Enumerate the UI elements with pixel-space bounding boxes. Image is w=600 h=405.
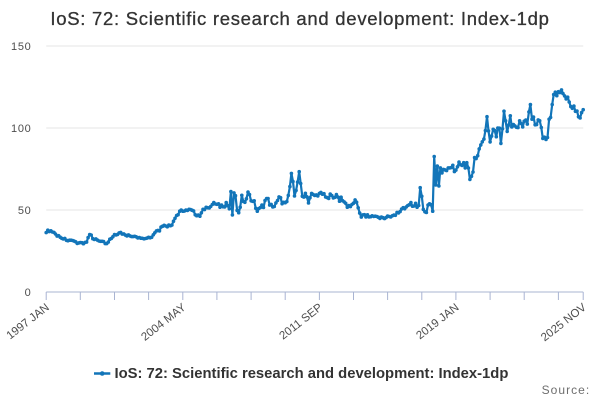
svg-text:IoS: 72: Scientific research a: IoS: 72: Scientific research and develop… — [115, 366, 509, 382]
svg-text:2011 SEP: 2011 SEP — [277, 301, 325, 342]
svg-text:50: 50 — [18, 205, 32, 217]
svg-text:Source:: Source: — [542, 383, 591, 397]
svg-text:1997 JAN: 1997 JAN — [5, 302, 52, 343]
svg-text:2019 JAN: 2019 JAN — [414, 302, 461, 343]
svg-text:150: 150 — [11, 41, 31, 53]
svg-text:2025 NOV: 2025 NOV — [539, 301, 589, 344]
svg-text:2004 MAY: 2004 MAY — [139, 301, 188, 343]
svg-text:IoS: 72: Scientific research a: IoS: 72: Scientific research and develop… — [50, 8, 549, 29]
svg-text:0: 0 — [25, 287, 32, 299]
svg-text:100: 100 — [11, 123, 31, 135]
